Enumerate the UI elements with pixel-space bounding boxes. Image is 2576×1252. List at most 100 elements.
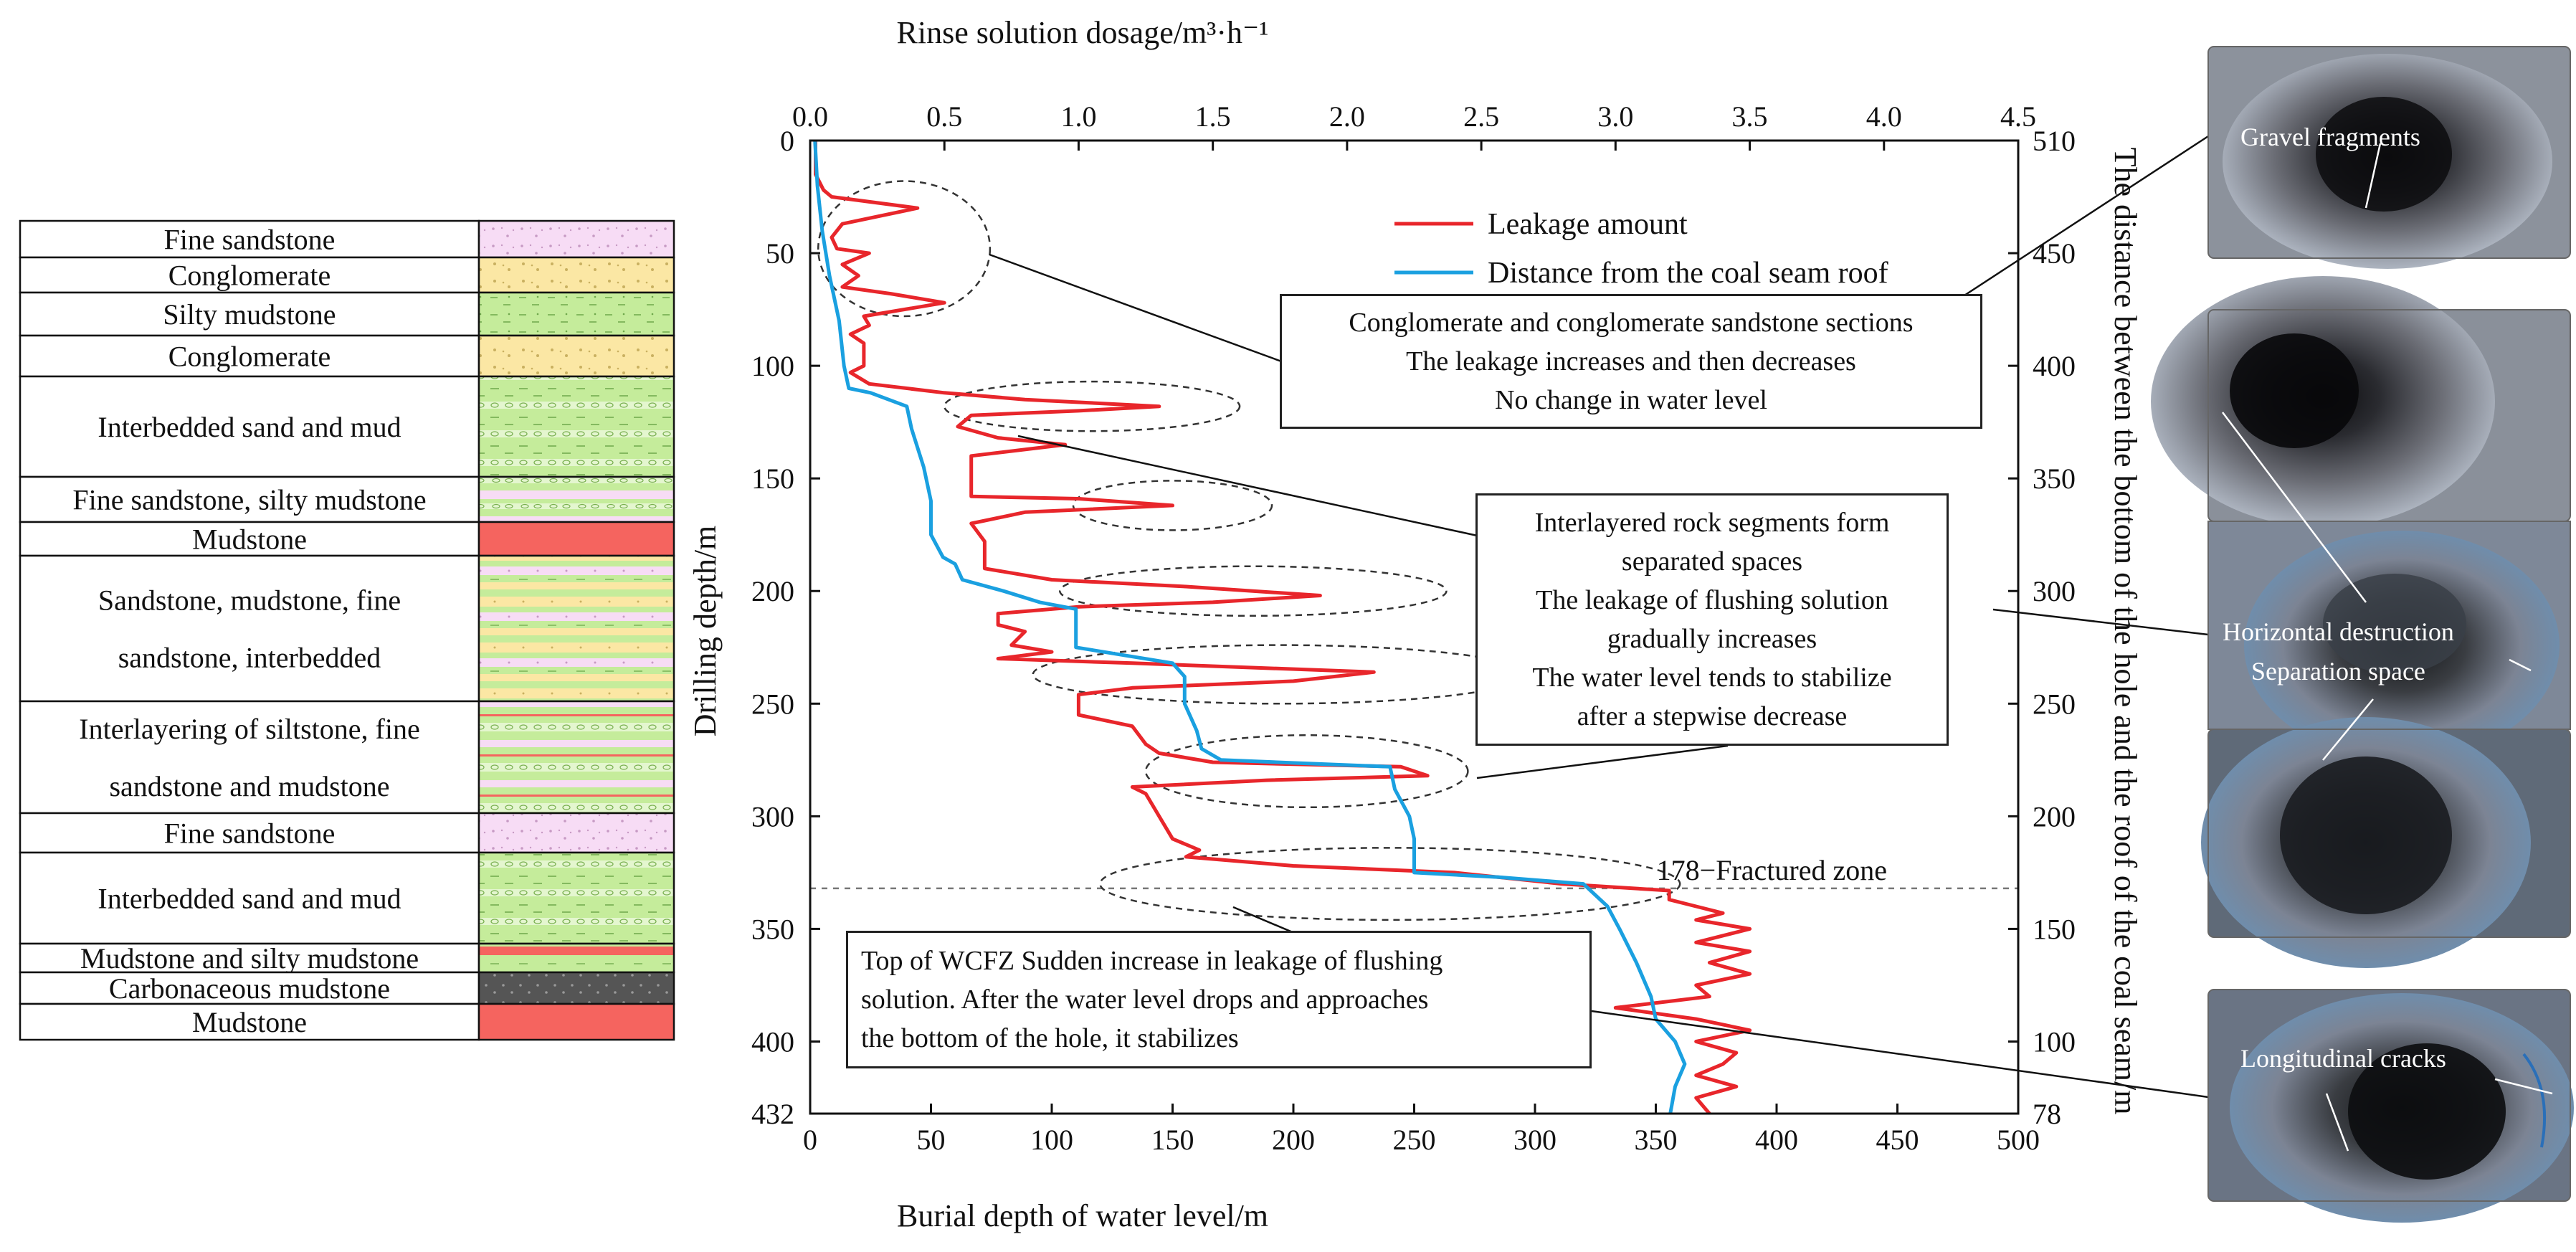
photo-separation — [2207, 412, 2571, 760]
stratum-row: Silty mudstone — [19, 291, 675, 337]
stratum-pattern-conglomerate — [477, 256, 675, 294]
stratum-label: Fine sandstone — [164, 817, 336, 850]
x-top-tick-label: 2.0 — [1329, 100, 1365, 133]
x-top-tick-label: 3.0 — [1597, 100, 1633, 133]
stratum-row: Fine sandstone — [19, 812, 675, 854]
stratum-label: Mudstone and silty mudstone — [80, 942, 419, 974]
y-left-tick-label: 350 — [751, 913, 794, 945]
y-right-tick-label: 400 — [2033, 350, 2076, 382]
x-bottom-tick-label: 150 — [1151, 1124, 1194, 1156]
highlight-ellipse — [1072, 480, 1273, 531]
series-layer — [813, 140, 1752, 1115]
y-left-axis-label: Drilling depth/m — [688, 526, 723, 737]
annotation-line: The leakage of flushing solution — [1536, 585, 1888, 615]
legend-label-leakage: Leakage amount — [1488, 208, 1688, 241]
stratum-row: Mudstone and silty mudstone — [19, 942, 675, 974]
x-bottom-tick-label: 0 — [803, 1124, 817, 1156]
annotation-line: Interlayered rock segments form — [1534, 508, 1890, 538]
x-top-tick-label: 3.5 — [1732, 100, 1768, 133]
stratum-label: Fine sandstone — [164, 224, 336, 256]
stratum-label-cell — [19, 1002, 480, 1041]
annotation-line: The leakage increases and then decreases — [1406, 346, 1856, 376]
x-top-tick-label: 0.0 — [792, 100, 828, 133]
x-bottom-tick-label: 100 — [1030, 1124, 1073, 1156]
stratum-row: Mudstone — [19, 1002, 675, 1041]
annotation-interlayered: Interlayered rock segments form separate… — [1475, 493, 1949, 746]
leader-lines — [989, 135, 2209, 1099]
axis-ticks: 0.0 0.5 1.0 1.5 2.0 2.5 3.0 3.5 4.0 4.5 0 50 100 150 2… — [751, 100, 2076, 1156]
stratum-label-cell — [19, 851, 480, 945]
stratum-row: Conglomerate — [19, 334, 675, 378]
y-right-tick-label: 450 — [2033, 237, 2076, 270]
stratum-label: Interbedded sand and mud — [98, 411, 401, 443]
y-right-tick-label: 350 — [2033, 463, 2076, 495]
annotation-wcfz: Top of WCFZ Sudden increase in leakage o… — [846, 931, 1592, 1068]
stratum-label-cell — [19, 219, 480, 259]
stratum-row: Conglomerate — [19, 256, 675, 294]
stratum-row: Interbedded sand and mud — [19, 851, 675, 945]
photo-bore-lower — [2201, 698, 2571, 968]
annotation-line: The water level tends to stabilize — [1532, 663, 1892, 693]
x-top-tick-label: 4.0 — [1866, 100, 1902, 133]
highlight-ellipse — [1144, 734, 1469, 809]
highlight-ellipse — [1099, 847, 1681, 921]
highlight-ellipse — [943, 380, 1241, 432]
strata-column: Fine sandstone Conglomerate Silty mudstone… — [19, 219, 675, 1041]
stratum-label: Silty mudstone — [163, 298, 336, 331]
legend-label-distance: Distance from the coal seam roof — [1488, 257, 1888, 290]
x-bottom-tick-label: 450 — [1876, 1124, 1919, 1156]
y-left-tick-label: 432 — [751, 1098, 794, 1130]
x-bottom-tick-label: 400 — [1755, 1124, 1798, 1156]
x-bottom-tick-label: 350 — [1635, 1124, 1678, 1156]
x-top-tick-label: 0.5 — [926, 100, 962, 133]
stratum-pattern-mud-silty — [477, 942, 675, 974]
stratum-pattern-siltstone-mix — [477, 700, 675, 815]
series-leakage-line — [814, 141, 1752, 1115]
y-right-tick-label: 250 — [2033, 688, 2076, 720]
stratum-label-cell — [19, 256, 480, 294]
x-top-tick-label: 1.5 — [1195, 100, 1231, 133]
y-left-tick-label: 0 — [780, 125, 794, 157]
stratum-label: Mudstone — [192, 1006, 307, 1038]
stratum-label: Sandstone, mudstone, fine — [98, 584, 401, 617]
stratum-label: Interlayering of siltstone, fine — [79, 713, 419, 745]
label-gravel-fragments: Gravel fragments — [2240, 123, 2420, 151]
annotation-line: after a stepwise decrease — [1577, 701, 1848, 731]
stratum-label: sandstone and mudstone — [109, 770, 389, 802]
annotation-line: solution. After the water level drops an… — [861, 985, 1429, 1015]
stratum-pattern-sandstone-mix — [477, 554, 675, 703]
x-bottom-tick-label: 300 — [1513, 1124, 1556, 1156]
stratum-row: Carbonaceous mudstone — [19, 971, 675, 1005]
stratum-row: Interlayering of siltstone, fine sandston… — [19, 700, 675, 815]
stratum-label: Interbedded sand and mud — [98, 883, 401, 915]
stratum-row: Sandstone, mudstone, fine sandstone, inte… — [19, 554, 675, 703]
highlight-ellipse — [1058, 565, 1448, 617]
stratum-pattern-conglomerate — [477, 334, 675, 378]
x-bottom-tick-label: 500 — [1997, 1124, 2040, 1156]
y-left-tick-label: 400 — [751, 1025, 794, 1058]
label-horizontal-destruction: Horizontal destruction — [2223, 617, 2454, 646]
chart: 0.0 0.5 1.0 1.5 2.0 2.5 3.0 3.5 4.0 4.5 0 50 100 150 2… — [688, 15, 2143, 1233]
series-distance-line — [813, 140, 1687, 1114]
stratum-label: sandstone, interbedded — [118, 642, 381, 674]
stratum-pattern-silty-mudstone — [477, 291, 675, 337]
x-bottom-tick-label: 50 — [917, 1124, 946, 1156]
stratum-label-cell — [19, 375, 480, 478]
stratum-label: Fine sandstone, silty mudstone — [72, 484, 426, 516]
stratum-row: Fine sandstone, silty mudstone — [19, 475, 675, 523]
annotation-line: Conglomerate and conglomerate sandstone … — [1349, 308, 1914, 338]
y-right-tick-label: 510 — [2033, 125, 2076, 157]
stratum-label: Carbonaceous mudstone — [109, 972, 390, 1005]
y-right-tick-label: 200 — [2033, 800, 2076, 833]
y-left-tick-label: 50 — [766, 237, 794, 270]
label-separation-space: Separation space — [2251, 657, 2425, 686]
annotation-line: the bottom of the hole, it stabilizes — [861, 1023, 1239, 1053]
x-top-tick-label: 1.0 — [1060, 100, 1096, 133]
stratum-row: Mudstone — [19, 521, 675, 557]
annotation-conglomerate: Conglomerate and conglomerate sandstone … — [1280, 294, 1982, 429]
y-left-tick-label: 100 — [751, 350, 794, 382]
stratum-label: Mudstone — [192, 523, 307, 556]
stratum-label: Conglomerate — [168, 341, 331, 373]
x-top-tick-label: 2.5 — [1463, 100, 1499, 133]
